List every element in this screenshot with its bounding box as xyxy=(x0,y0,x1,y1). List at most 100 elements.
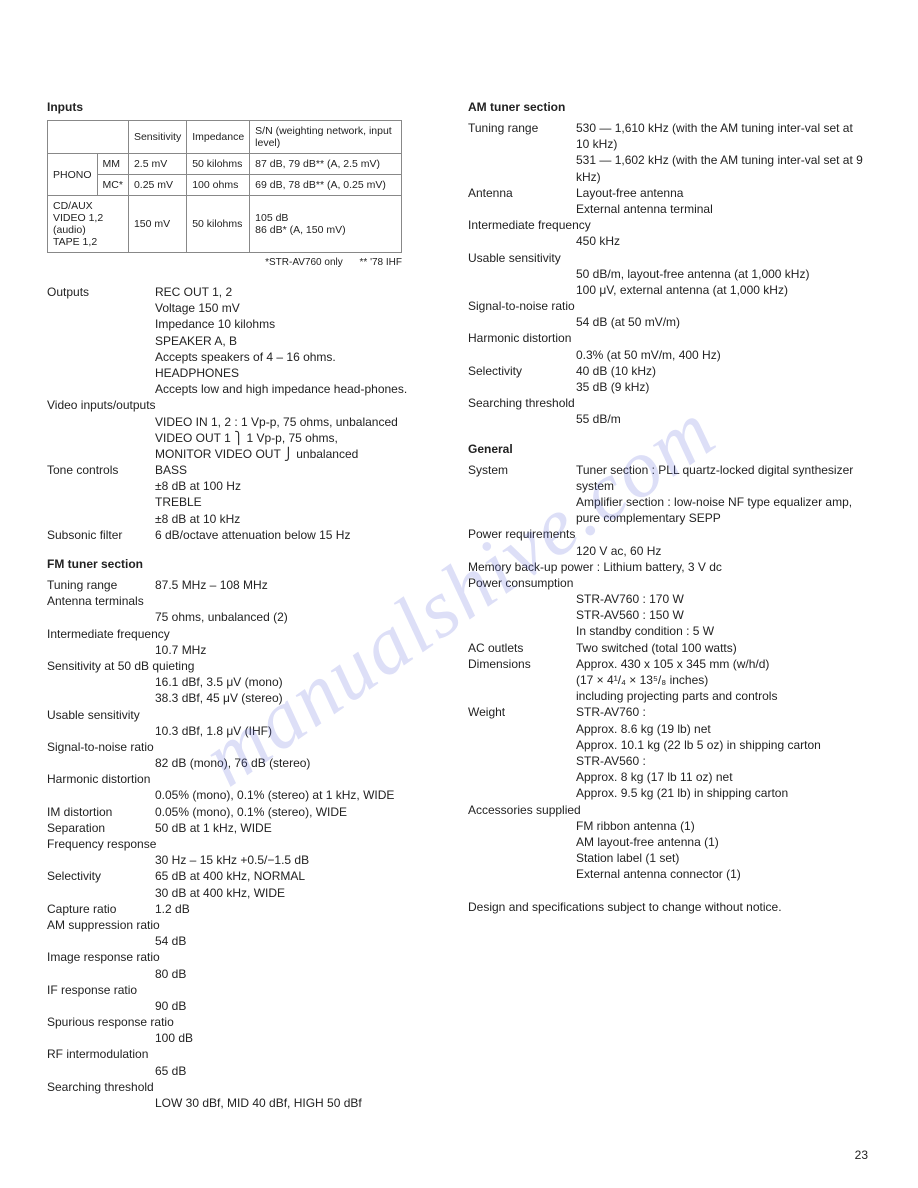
spec-value: 30 dB at 400 kHz, WIDE xyxy=(155,885,442,901)
spec-row: Selectivity65 dB at 400 kHz, NORMAL xyxy=(47,868,442,884)
spec-label: Usable sensitivity xyxy=(47,707,442,723)
spec-value: TREBLE xyxy=(155,494,442,510)
spec-row: Tuning range530 — 1,610 kHz (with the AM… xyxy=(468,120,863,152)
col-impedance: Impedance xyxy=(187,121,250,154)
spec-row: Selectivity40 dB (10 kHz) xyxy=(468,363,863,379)
spec-value: 30 Hz – 15 kHz +0.5/−1.5 dB xyxy=(155,852,442,868)
spec-label: Usable sensitivity xyxy=(468,250,863,266)
inputs-table: Sensitivity Impedance S/N (weighting net… xyxy=(47,120,402,253)
footer-note: Design and specifications subject to cha… xyxy=(468,900,863,914)
spec-value: 50 dB/m, layout-free antenna (at 1,000 k… xyxy=(576,266,863,282)
spec-label: Harmonic distortion xyxy=(468,330,863,346)
fm-block: Tuning range87.5 MHz – 108 MHzAntenna te… xyxy=(47,577,442,1111)
spec-value: MONITOR VIDEO OUT ⎭ unbalanced xyxy=(155,446,442,462)
table-row: CD/AUX VIDEO 1,2 (audio) TAPE 1,2 150 mV… xyxy=(48,196,402,253)
am-block: Tuning range530 — 1,610 kHz (with the AM… xyxy=(468,120,863,428)
spec-value: VIDEO IN 1, 2 : 1 Vp-p, 75 ohms, unbalan… xyxy=(155,414,442,430)
cell: MC* xyxy=(97,175,128,196)
spec-value: STR-AV560 : xyxy=(576,753,863,769)
spec-label: Video inputs/outputs xyxy=(47,397,442,413)
spec-label: Harmonic distortion xyxy=(47,771,442,787)
cell: CD/AUX VIDEO 1,2 (audio) TAPE 1,2 xyxy=(48,196,129,253)
table-footnote: *STR-AV760 only ** '78 IHF xyxy=(47,257,402,268)
fm-heading: FM tuner section xyxy=(47,557,442,571)
note-left: *STR-AV760 only xyxy=(265,257,343,268)
spec-row: AntennaLayout-free antenna xyxy=(468,185,863,201)
spec-label: Intermediate frequency xyxy=(468,217,863,233)
page-number: 23 xyxy=(855,1148,868,1162)
general-block: SystemTuner section : PLL quartz-locked … xyxy=(468,462,863,883)
spec-label: Image response ratio xyxy=(47,949,442,965)
spec-value: VIDEO OUT 1 ⎫ 1 Vp-p, 75 ohms, xyxy=(155,430,442,446)
table-row: MC* 0.25 mV 100 ohms 69 dB, 78 dB** (A, … xyxy=(48,175,402,196)
spec-value: HEADPHONES xyxy=(155,365,442,381)
col-sensitivity: Sensitivity xyxy=(128,121,186,154)
note-right: ** '78 IHF xyxy=(360,257,402,268)
spec-value: AM layout-free antenna (1) xyxy=(576,834,863,850)
left-column: Inputs Sensitivity Impedance S/N (weight… xyxy=(47,100,442,1111)
spec-value: 38.3 dBf, 45 μV (stereo) xyxy=(155,690,442,706)
spec-value: 82 dB (mono), 76 dB (stereo) xyxy=(155,755,442,771)
spec-row: AC outletsTwo switched (total 100 watts) xyxy=(468,640,863,656)
spec-value: FM ribbon antenna (1) xyxy=(576,818,863,834)
phono-label: PHONO xyxy=(48,154,98,196)
spec-label: Searching threshold xyxy=(47,1079,442,1095)
spec-value: 35 dB (9 kHz) xyxy=(576,379,863,395)
spec-value: Accepts speakers of 4 – 16 ohms. xyxy=(155,349,442,365)
spec-label: IF response ratio xyxy=(47,982,442,998)
spec-row: SystemTuner section : PLL quartz-locked … xyxy=(468,462,863,494)
spec-label: Searching threshold xyxy=(468,395,863,411)
spec-label: Antenna terminals xyxy=(47,593,442,609)
cell: 50 kilohms xyxy=(187,154,250,175)
cell: 2.5 mV xyxy=(128,154,186,175)
spec-value: External antenna terminal xyxy=(576,201,863,217)
cell: 150 mV xyxy=(128,196,186,253)
spec-value: 80 dB xyxy=(155,966,442,982)
spec-value: 0.3% (at 50 mV/m, 400 Hz) xyxy=(576,347,863,363)
spec-value: 54 dB xyxy=(155,933,442,949)
spec-label: Frequency response xyxy=(47,836,442,852)
spec-value: Station label (1 set) xyxy=(576,850,863,866)
spec-row: Separation50 dB at 1 kHz, WIDE xyxy=(47,820,442,836)
spec-value: 120 V ac, 60 Hz xyxy=(576,543,863,559)
spec-row: WeightSTR-AV760 : xyxy=(468,704,863,720)
spec-value: Approx. 8 kg (17 lb 11 oz) net xyxy=(576,769,863,785)
cell: 69 dB, 78 dB** (A, 0.25 mV) xyxy=(250,175,402,196)
spec-label: Accessories supplied xyxy=(468,802,863,818)
spec-row: IM distortion0.05% (mono), 0.1% (stereo)… xyxy=(47,804,442,820)
cell: 105 dB 86 dB* (A, 150 mV) xyxy=(250,196,402,253)
spec-label: Spurious response ratio xyxy=(47,1014,442,1030)
spec-label: Signal-to-noise ratio xyxy=(47,739,442,755)
spec-label: AM suppression ratio xyxy=(47,917,442,933)
outputs-block: OutputsREC OUT 1, 2Voltage 150 mVImpedan… xyxy=(47,284,442,543)
spec-value: 0.05% (mono), 0.1% (stereo) at 1 kHz, WI… xyxy=(155,787,442,803)
spec-row: OutputsREC OUT 1, 2 xyxy=(47,284,442,300)
spec-label: Power consumption xyxy=(468,575,863,591)
spec-value: STR-AV760 : 170 W xyxy=(576,591,863,607)
spec-row: DimensionsApprox. 430 x 105 x 345 mm (w/… xyxy=(468,656,863,672)
spec-value: STR-AV560 : 150 W xyxy=(576,607,863,623)
spec-value: Accepts low and high impedance head-phon… xyxy=(155,381,442,397)
spec-value: ±8 dB at 10 kHz xyxy=(155,511,442,527)
spec-value: 531 — 1,602 kHz (with the AM tuning inte… xyxy=(576,152,863,184)
col-sn: S/N (weighting network, input level) xyxy=(250,121,402,154)
spec-value: 10.3 dBf, 1.8 μV (IHF) xyxy=(155,723,442,739)
general-heading: General xyxy=(468,442,863,456)
cell: 100 ohms xyxy=(187,175,250,196)
spec-value: 75 ohms, unbalanced (2) xyxy=(155,609,442,625)
spec-value: 54 dB (at 50 mV/m) xyxy=(576,314,863,330)
spec-row: Capture ratio1.2 dB xyxy=(47,901,442,917)
spec-value: In standby condition : 5 W xyxy=(576,623,863,639)
page-content: Inputs Sensitivity Impedance S/N (weight… xyxy=(0,0,918,1141)
spec-value: LOW 30 dBf, MID 40 dBf, HIGH 50 dBf xyxy=(155,1095,442,1111)
spec-value: 55 dB/m xyxy=(576,411,863,427)
spec-label: Intermediate frequency xyxy=(47,626,442,642)
spec-row: Tuning range87.5 MHz – 108 MHz xyxy=(47,577,442,593)
table-row: Sensitivity Impedance S/N (weighting net… xyxy=(48,121,402,154)
spec-value: Amplifier section : low-noise NF type eq… xyxy=(576,494,863,526)
spec-row: Tone controlsBASS xyxy=(47,462,442,478)
spec-value: 10.7 MHz xyxy=(155,642,442,658)
table-row: PHONO MM 2.5 mV 50 kilohms 87 dB, 79 dB*… xyxy=(48,154,402,175)
spec-label: Signal-to-noise ratio xyxy=(468,298,863,314)
spec-value: 65 dB xyxy=(155,1063,442,1079)
